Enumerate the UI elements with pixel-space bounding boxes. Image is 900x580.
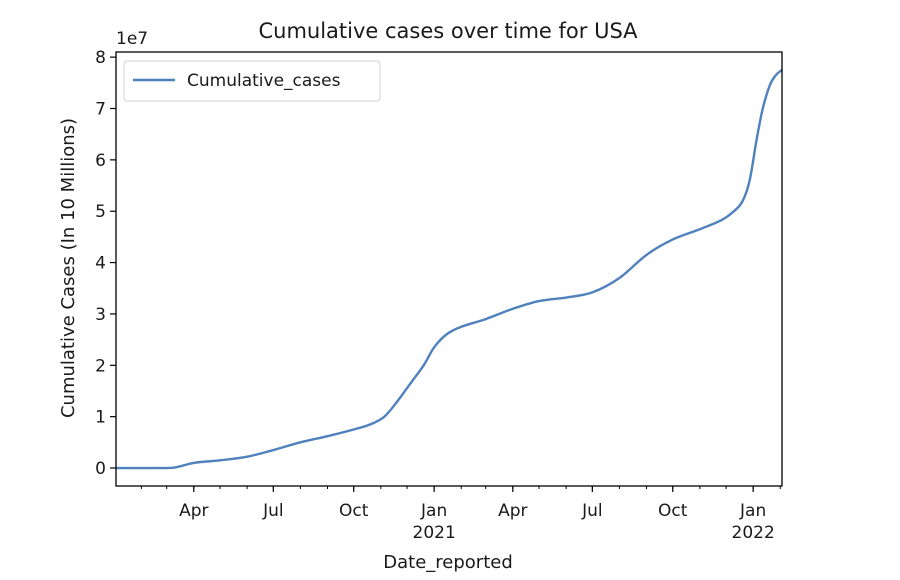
y-tick-label: 2: [95, 356, 106, 376]
x-tick-year-label: 2022: [732, 523, 775, 543]
y-tick-label: 0: [95, 459, 106, 479]
y-ticks: 0 1 2 3 4 5 6 7 8: [95, 48, 116, 479]
x-tick-label: Apr: [498, 501, 527, 521]
x-tick-label: Oct: [658, 501, 688, 521]
series-line-cumulative-cases: [115, 69, 783, 470]
y-tick-label: 6: [95, 151, 106, 171]
y-axis-exponent: 1e7: [116, 29, 148, 49]
x-tick-year-label: 2021: [413, 523, 456, 543]
y-tick-label: 4: [95, 254, 106, 274]
y-tick-label: 5: [95, 202, 106, 222]
y-tick-label: 3: [95, 305, 106, 325]
y-tick-label: 1: [95, 408, 106, 428]
y-tick-label: 7: [95, 99, 106, 119]
x-tick-label: Jan: [739, 501, 766, 521]
x-tick-label: Jan: [420, 501, 447, 521]
x-tick-label: Jul: [581, 501, 603, 521]
plot-frame: [115, 51, 783, 487]
x-tick-label: Apr: [179, 501, 208, 521]
x-tick-label: Oct: [339, 501, 369, 521]
x-axis-label: Date_reported: [383, 552, 513, 573]
series-layer: [115, 69, 783, 470]
y-axis-label: Cumulative Cases (In 10 Millions): [58, 118, 79, 418]
legend-box: [123, 60, 381, 102]
chart-title: Cumulative cases over time for USA: [258, 19, 638, 43]
legend: Cumulative_cases: [123, 60, 381, 102]
y-tick-label: 8: [95, 48, 106, 68]
legend-entry-label: Cumulative_cases: [187, 71, 341, 91]
x-tick-label: Jul: [262, 501, 284, 521]
